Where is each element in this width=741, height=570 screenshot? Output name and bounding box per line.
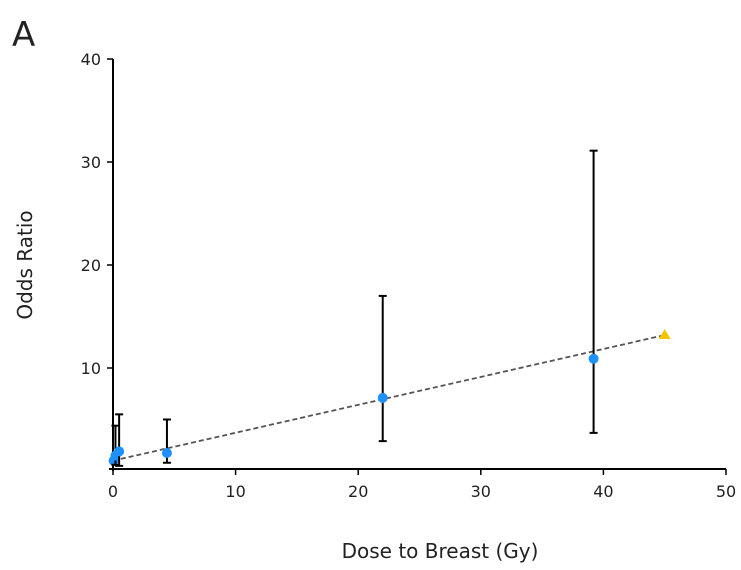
point: [114, 446, 125, 457]
x-tick-label: 30: [471, 482, 491, 501]
x-tick-label: 50: [716, 482, 736, 501]
x-tick-label: 40: [593, 482, 613, 501]
x-tick-label: 0: [108, 482, 118, 501]
point: [377, 392, 388, 403]
y-axis-label: Odds Ratio: [13, 210, 37, 319]
x-tick-label: 10: [225, 482, 245, 501]
panel-label: A: [12, 15, 35, 55]
y-tick-label: 40: [81, 50, 101, 69]
trend-line: [112, 334, 665, 462]
point: [161, 447, 172, 458]
y-tick-label: 30: [81, 153, 101, 172]
trend-marker: [658, 329, 671, 340]
x-tick-label: 20: [348, 482, 368, 501]
y-tick-label: 20: [81, 256, 101, 275]
y-tick-label: 10: [81, 359, 101, 378]
x-axis-label: Dose to Breast (Gy): [342, 539, 539, 563]
point: [588, 353, 599, 364]
